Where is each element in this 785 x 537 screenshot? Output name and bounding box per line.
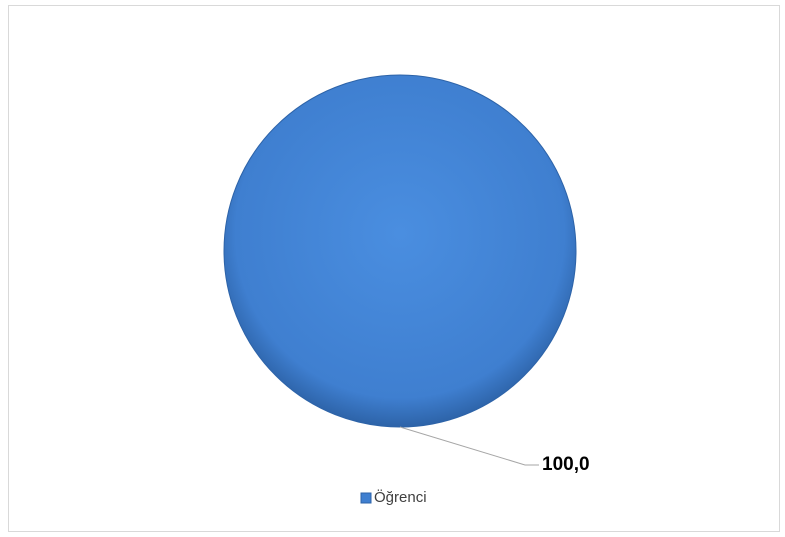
data-label: 100,0 bbox=[542, 454, 590, 475]
pie-slice bbox=[223, 74, 577, 428]
leader-line bbox=[399, 426, 539, 466]
legend-swatch bbox=[360, 492, 372, 504]
legend-label: Öğrenci bbox=[374, 488, 427, 506]
